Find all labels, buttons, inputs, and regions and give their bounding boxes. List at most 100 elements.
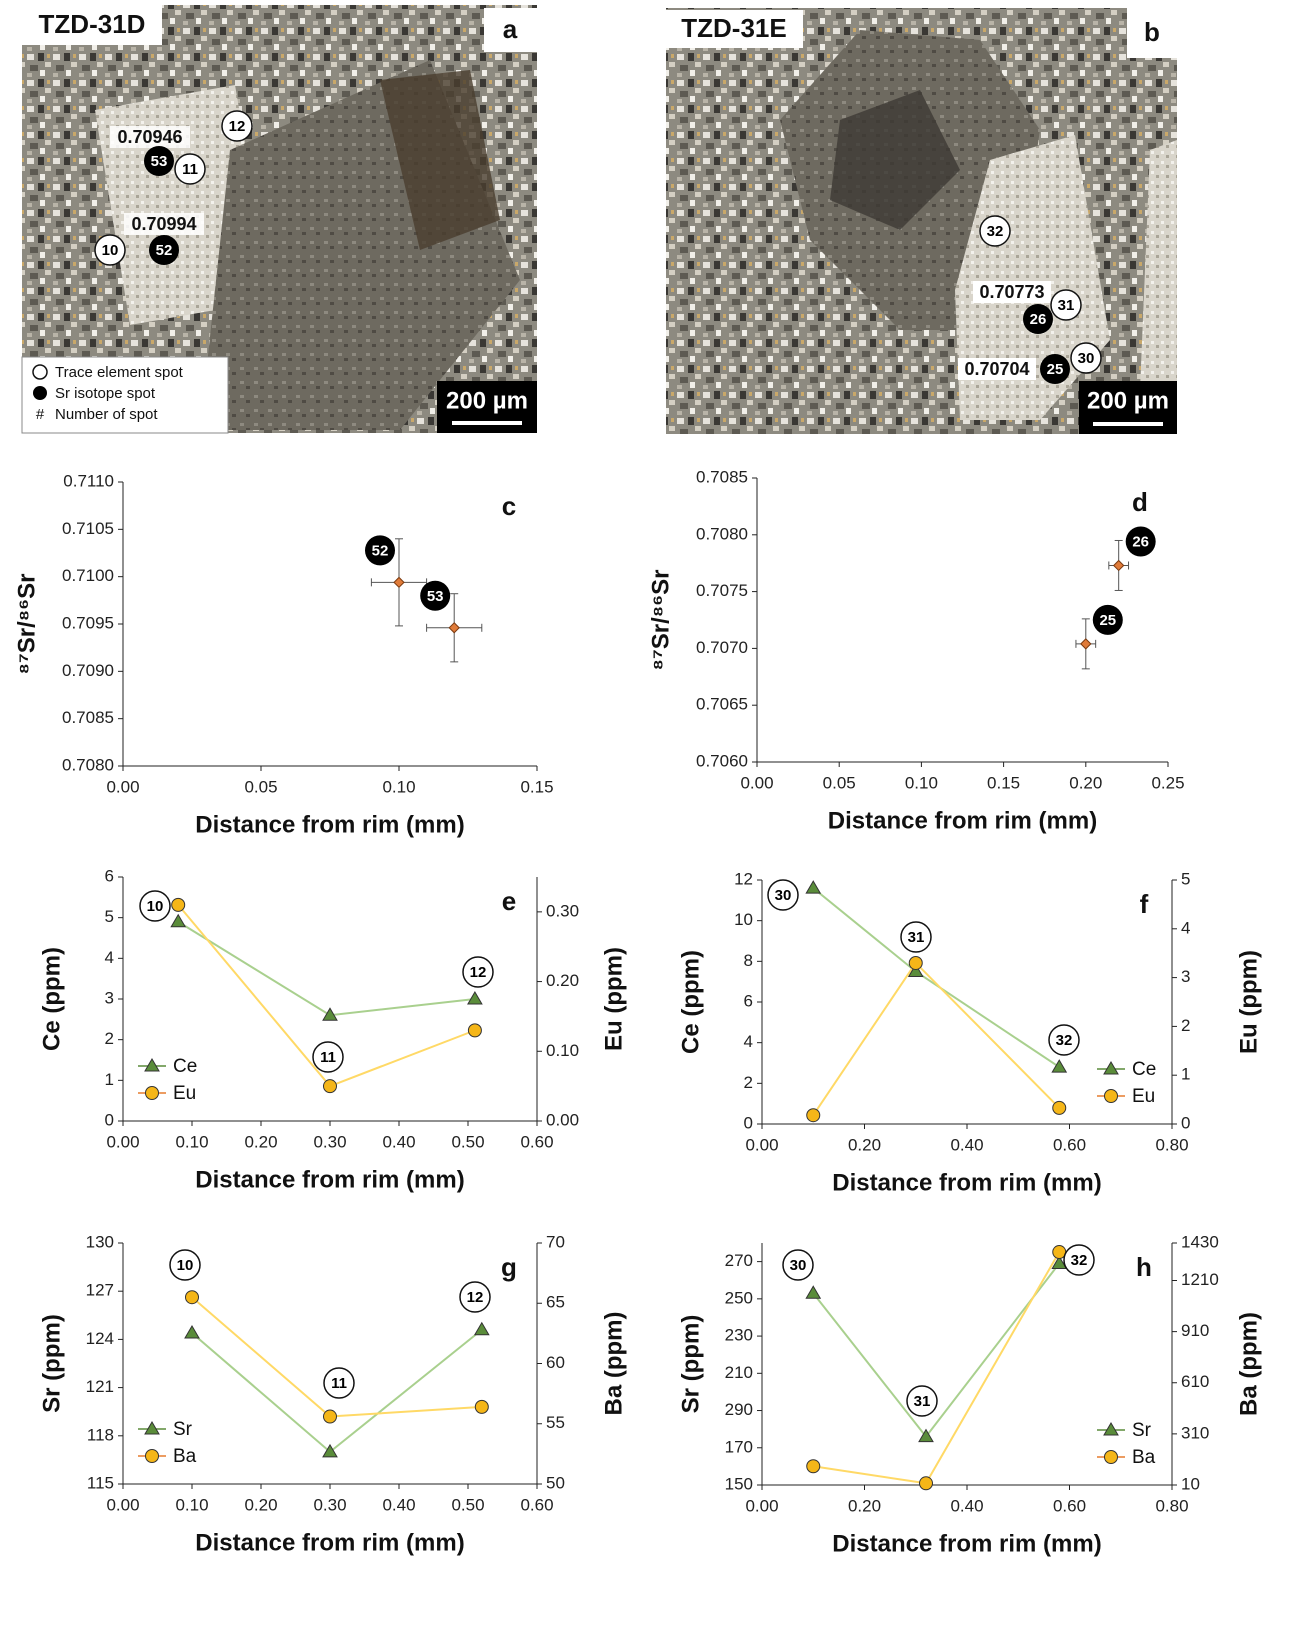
y2-tick-label: 310 xyxy=(1181,1423,1209,1442)
y-tick-label: 0.7080 xyxy=(62,755,114,774)
y-tick-label: 130 xyxy=(86,1232,114,1251)
y2-tick-label: 910 xyxy=(1181,1321,1209,1340)
y-axis-label: Ce (ppm) xyxy=(677,950,704,1054)
y-tick-label: 12 xyxy=(734,869,753,888)
y-axis-label: Ce (ppm) xyxy=(38,947,65,1051)
y-tick-label: 4 xyxy=(105,948,114,967)
x-tick-label: 0.40 xyxy=(382,1132,415,1151)
legend-text: Sr xyxy=(173,1419,193,1440)
spot-label-bg xyxy=(782,1249,814,1281)
y-tick-label: 3 xyxy=(105,988,114,1007)
marker xyxy=(322,1443,338,1458)
y-tick-label: 0 xyxy=(744,1113,753,1132)
y-tick-label: 2 xyxy=(744,1073,753,1092)
y2-axis-label: Ba (ppm) xyxy=(600,1312,627,1416)
series-line xyxy=(813,1251,1061,1485)
data-point xyxy=(393,576,405,589)
y-tick-label: 0.7075 xyxy=(696,581,748,600)
sr-spot xyxy=(1023,304,1053,334)
y-tick-label: 1 xyxy=(105,1070,114,1089)
marker xyxy=(907,963,924,977)
legend-text: Number of spot xyxy=(55,406,158,423)
photo-title: TZD-31D xyxy=(39,9,146,39)
point-label-bg xyxy=(1092,604,1123,635)
x-axis-label: Distance from rim (mm) xyxy=(832,1530,1101,1557)
photo-b: TZD-31E b 0.70773 0.70704 32 31 26 25 30… xyxy=(665,8,1177,434)
x-tick-label: 0.20 xyxy=(244,1132,277,1151)
x-tick-label: 0.00 xyxy=(106,1495,139,1514)
x-tick-label: 0.20 xyxy=(244,1495,277,1514)
marker xyxy=(474,1399,489,1414)
point-label: 25 xyxy=(1099,612,1116,629)
marker xyxy=(171,897,186,912)
y2-tick-label: 4 xyxy=(1181,918,1190,937)
marker xyxy=(473,1321,490,1336)
panel-box xyxy=(484,8,537,52)
spot-label: 11 xyxy=(331,1375,347,1392)
sr-spot xyxy=(149,235,179,265)
spot-label: 30 xyxy=(790,1257,807,1274)
data-point xyxy=(1080,638,1092,650)
trace-spot xyxy=(1050,289,1082,321)
crystal xyxy=(830,90,960,230)
photo-legend xyxy=(21,356,229,434)
spot-label-bg xyxy=(139,890,171,922)
x-axis-label: Distance from rim (mm) xyxy=(195,1166,464,1193)
x-tick-label: 0.50 xyxy=(451,1132,484,1151)
y2-tick-label: 1 xyxy=(1181,1065,1190,1084)
spot-label-bg xyxy=(459,1281,491,1313)
x-tick-label: 0.00 xyxy=(745,1135,778,1154)
marker xyxy=(467,1023,482,1038)
y-tick-label: 0.7095 xyxy=(62,613,114,632)
spot-label-bg xyxy=(900,921,932,953)
x-tick-label: 0.40 xyxy=(382,1495,415,1514)
y-tick-label: 270 xyxy=(725,1251,753,1270)
x-axis-label: Distance from rim (mm) xyxy=(832,1169,1101,1196)
y-tick-label: 0.7065 xyxy=(696,695,748,714)
marker xyxy=(1052,1100,1067,1115)
y-tick-label: 230 xyxy=(725,1326,753,1345)
legend-text: Sr isotope spot xyxy=(55,385,156,402)
x-tick-label: 0.40 xyxy=(950,1496,983,1515)
marker xyxy=(185,1290,199,1305)
label-bg xyxy=(110,126,190,148)
y-tick-label: 2 xyxy=(105,1029,114,1048)
y-tick-label: 5 xyxy=(105,907,114,926)
y2-tick-label: 610 xyxy=(1181,1372,1209,1391)
spot-label: 31 xyxy=(908,929,925,946)
spot-label: 31 xyxy=(1058,297,1075,314)
crystal xyxy=(955,135,1110,420)
data-point xyxy=(448,622,460,634)
y-axis-label: ⁸⁷Sr/⁸⁶Sr xyxy=(13,573,40,674)
marker xyxy=(1051,1255,1068,1269)
spot-label: 10 xyxy=(177,1257,194,1274)
y-tick-label: 6 xyxy=(744,991,753,1010)
scale-label: 200 µm xyxy=(1087,387,1169,414)
panel-letter: b xyxy=(1144,17,1160,47)
ratio-label: 0.70946 xyxy=(117,127,182,147)
y-tick-label: 0.7085 xyxy=(696,467,748,486)
x-tick-label: 0.60 xyxy=(520,1495,553,1514)
marker xyxy=(467,991,483,1005)
y2-tick-label: 0.30 xyxy=(546,901,579,920)
legend-text: Eu xyxy=(173,1083,196,1104)
y2-tick-label: 65 xyxy=(546,1293,565,1312)
y2-tick-label: 70 xyxy=(546,1232,565,1251)
y-tick-label: 10 xyxy=(734,910,753,929)
photo-a: TZD-31D a 0.70946 0.70994 12 53 11 10 52… xyxy=(21,5,537,434)
scale-label: 200 µm xyxy=(446,387,528,414)
panel-letter: c xyxy=(502,491,516,521)
title-box xyxy=(665,10,803,48)
point-label: 52 xyxy=(372,542,389,559)
y-tick-label: 0.7070 xyxy=(696,638,748,657)
ratio-label: 0.70704 xyxy=(964,359,1029,379)
y-tick-label: 121 xyxy=(86,1377,114,1396)
marker xyxy=(908,955,923,970)
legend-text: Sr xyxy=(1132,1420,1152,1441)
label-bg xyxy=(958,358,1036,380)
marker xyxy=(806,1108,821,1123)
sr-spot xyxy=(144,146,174,176)
title-box xyxy=(22,5,162,45)
marker xyxy=(184,1324,200,1339)
y-tick-label: 0.7090 xyxy=(62,661,114,680)
